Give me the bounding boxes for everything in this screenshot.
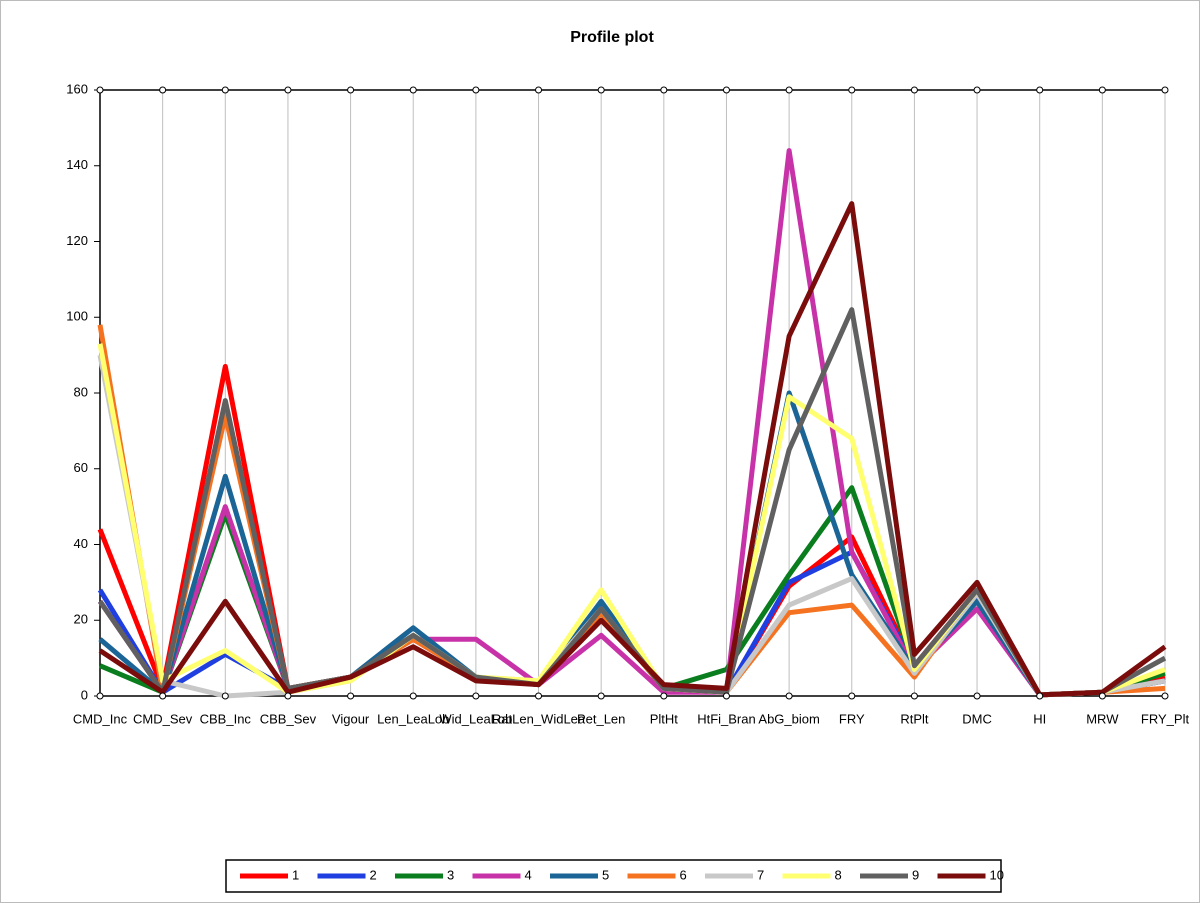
x-tick-label: Len_LeaLob — [377, 711, 449, 726]
axis-marker — [96, 86, 104, 94]
legend-label: 9 — [912, 867, 919, 882]
axis-marker — [785, 692, 793, 700]
x-tick-label: DMC — [962, 711, 992, 726]
axis-marker — [1161, 86, 1169, 94]
axis-marker — [347, 86, 355, 94]
axis-marker — [910, 86, 918, 94]
axis-marker — [159, 692, 167, 700]
axis-marker — [409, 86, 417, 94]
axis-marker — [660, 692, 668, 700]
axis-marker — [347, 692, 355, 700]
axis-marker — [597, 86, 605, 94]
axis-marker — [535, 86, 543, 94]
legend-label: 1 — [292, 867, 299, 882]
legend-label: 2 — [370, 867, 377, 882]
y-tick-label: 40 — [74, 536, 88, 551]
axis-marker — [660, 86, 668, 94]
axis-marker — [159, 86, 167, 94]
x-tick-label: Pet_Len — [577, 711, 625, 726]
axis-marker — [910, 692, 918, 700]
chart-title: Profile plot — [570, 29, 654, 46]
x-tick-label: PltHt — [650, 711, 679, 726]
axis-marker — [848, 692, 856, 700]
legend-label: 8 — [835, 867, 842, 882]
axis-marker — [785, 86, 793, 94]
axis-marker — [722, 86, 730, 94]
y-tick-label: 100 — [66, 309, 88, 324]
axis-marker — [1098, 86, 1106, 94]
x-tick-label: Vigour — [332, 711, 370, 726]
x-tick-label: HtFi_Bran — [697, 711, 756, 726]
axis-marker — [409, 692, 417, 700]
x-tick-label: FRY_Plt — [1141, 711, 1190, 726]
y-tick-label: 80 — [74, 384, 88, 399]
series-line — [98, 201, 1167, 698]
y-tick-label: 160 — [66, 81, 88, 96]
legend-label: 4 — [525, 867, 532, 882]
axis-marker — [973, 692, 981, 700]
x-tick-label: MRW — [1086, 711, 1119, 726]
y-tick-label: 60 — [74, 460, 88, 475]
axis-marker — [472, 692, 480, 700]
axis-marker — [221, 86, 229, 94]
x-tick-label: CMD_Inc — [73, 711, 128, 726]
y-tick-label: 120 — [66, 233, 88, 248]
x-tick-label: CBB_Sev — [260, 711, 317, 726]
axis-marker — [973, 86, 981, 94]
x-tick-label: RatLen_WidLea — [492, 711, 586, 726]
y-tick-label: 0 — [81, 687, 88, 702]
legend-label: 3 — [447, 867, 454, 882]
x-tick-label: FRY — [839, 711, 865, 726]
legend-label: 6 — [680, 867, 687, 882]
axis-marker — [722, 692, 730, 700]
axis-marker — [1161, 692, 1169, 700]
series-line — [97, 307, 1167, 698]
axis-marker — [535, 692, 543, 700]
x-tick-label: RtPlt — [900, 711, 929, 726]
y-tick-label: 20 — [74, 612, 88, 627]
axis-marker — [284, 86, 292, 94]
axis-marker — [221, 692, 229, 700]
x-tick-label: HI — [1033, 711, 1046, 726]
axis-marker — [1036, 86, 1044, 94]
legend-label: 10 — [990, 867, 1004, 882]
axis-marker — [96, 692, 104, 700]
x-tick-label: Wid_LeaLob — [439, 711, 512, 726]
legend-label: 5 — [602, 867, 609, 882]
axis-marker — [597, 692, 605, 700]
axis-marker — [848, 86, 856, 94]
axis-marker — [284, 692, 292, 700]
y-tick-label: 140 — [66, 157, 88, 172]
axis-marker — [1036, 692, 1044, 700]
legend-label: 7 — [757, 867, 764, 882]
x-tick-label: AbG_biom — [758, 711, 819, 726]
x-tick-label: CMD_Sev — [133, 711, 193, 726]
axis-marker — [1098, 692, 1106, 700]
axis-marker — [472, 86, 480, 94]
x-tick-label: CBB_Inc — [200, 711, 252, 726]
